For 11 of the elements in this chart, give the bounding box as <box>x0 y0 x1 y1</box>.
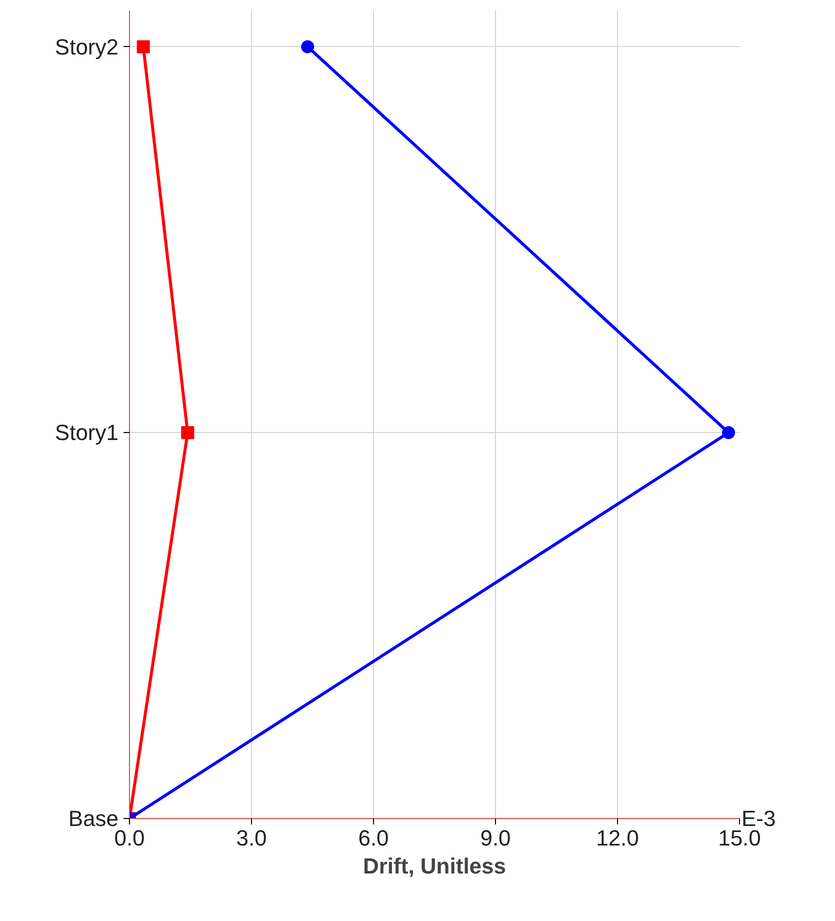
x-tick-label: 9.0 <box>480 826 511 850</box>
x-tick-label: 6.0 <box>358 826 389 850</box>
point <box>301 40 314 54</box>
x-tick-label: 12.0 <box>596 826 639 850</box>
x-axis-title: Drift, Unitless <box>362 854 506 878</box>
point <box>722 426 736 440</box>
y-tick-label: Story2 <box>54 34 119 60</box>
y-tick-label: Story1 <box>54 420 119 446</box>
point <box>136 40 150 54</box>
x-tick-label: 3.0 <box>236 826 267 850</box>
point <box>181 426 194 440</box>
